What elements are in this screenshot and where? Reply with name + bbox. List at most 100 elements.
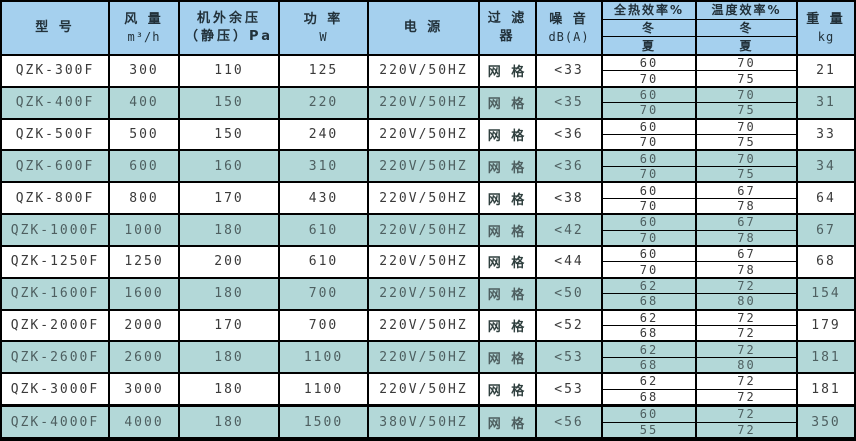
temp-efficiency-cell: 67 78 xyxy=(697,183,798,214)
model-cell: QZK-800F xyxy=(2,183,110,214)
weight-cell: 181 xyxy=(811,381,841,397)
weight-cell: 67 xyxy=(816,222,836,238)
supply-cell: 220V/50HZ xyxy=(369,342,480,373)
noise-cell: <38 xyxy=(537,183,603,214)
filter-cell: 网 格 xyxy=(480,407,537,437)
noise-cell: <36 xyxy=(537,119,603,150)
model-cell: QZK-2600F xyxy=(2,342,110,373)
pressure-cell: 200 xyxy=(180,246,280,277)
header-pressure-title: 机外余压 xyxy=(196,11,261,27)
weight-cell: 31 xyxy=(816,95,836,111)
weight-cell: 181 xyxy=(811,349,841,365)
airflow-cell: 2600 xyxy=(110,342,180,373)
temp-summer-value: 75 xyxy=(737,103,756,118)
temp-summer-value: 72 xyxy=(737,422,756,437)
header-filter: 过 滤 器 xyxy=(480,2,537,54)
supply-cell: 220V/50HZ xyxy=(369,278,480,309)
temp-winter-value: 72 xyxy=(697,342,796,358)
temp-efficiency-cell: 72 72 xyxy=(697,310,798,341)
pressure-cell: 180 xyxy=(180,342,280,373)
airflow-cell: 1250 xyxy=(110,246,180,277)
heat-summer-value: 68 xyxy=(639,294,659,309)
header-pressure: 机外余压 （静压）Pa xyxy=(180,2,280,54)
temp-winter-value: 67 xyxy=(697,247,796,263)
header-filter-line1: 过 滤 xyxy=(487,11,528,27)
temp-winter-value: 70 xyxy=(697,88,796,104)
temp-winter-value: 72 xyxy=(697,374,796,390)
noise-cell: <44 xyxy=(537,246,603,277)
heat-efficiency-cell: 60 70 xyxy=(603,246,697,277)
temp-efficiency-cell: 67 78 xyxy=(697,246,798,277)
filter-cell: 网 格 xyxy=(480,278,537,309)
heat-efficiency-cell: 60 70 xyxy=(603,151,697,182)
filter-cell: 网 格 xyxy=(480,119,537,150)
model-cell: QZK-3000F xyxy=(2,374,110,405)
airflow-cell: 400 xyxy=(110,87,180,118)
supply-cell: 220V/50HZ xyxy=(369,119,480,150)
airflow-cell: 4000 xyxy=(110,407,180,437)
airflow-cell: 300 xyxy=(110,56,180,86)
pressure-cell: 170 xyxy=(180,310,280,341)
heat-efficiency-cell: 60 70 xyxy=(603,56,697,86)
noise-cell: <53 xyxy=(537,374,603,405)
heat-winter-value: 62 xyxy=(603,342,695,358)
heat-efficiency-cell: 62 68 xyxy=(603,342,697,373)
heat-efficiency-cell: 60 70 xyxy=(603,183,697,214)
supply-cell: 380V/50HZ xyxy=(369,407,480,437)
heat-winter-value: 62 xyxy=(603,279,695,295)
heat-efficiency-cell: 60 70 xyxy=(603,87,697,118)
heat-summer-value: 70 xyxy=(639,103,659,118)
heat-summer-value: 68 xyxy=(639,326,659,341)
temp-summer-value: 72 xyxy=(737,326,756,341)
header-heat-efficiency: 全热效率% 冬 夏 xyxy=(603,2,697,54)
supply-cell: 220V/50HZ xyxy=(369,56,480,86)
heat-winter-value: 60 xyxy=(603,215,695,231)
weight-cell: 68 xyxy=(816,254,836,270)
heat-winter-value: 60 xyxy=(603,56,695,72)
supply-cell: 220V/50HZ xyxy=(369,183,480,214)
pressure-cell: 180 xyxy=(180,215,280,245)
pressure-cell: 110 xyxy=(180,56,280,86)
header-noise-unit: dB(A) xyxy=(548,29,590,44)
temp-summer-value: 78 xyxy=(737,230,756,245)
heat-winter-value: 62 xyxy=(603,311,695,327)
heat-winter-value: 60 xyxy=(603,120,695,136)
pressure-cell: 160 xyxy=(180,151,280,182)
weight-cell: 154 xyxy=(811,286,841,302)
table-row: QZK-500F 500 150 240 220V/50HZ 网 格 <36 6… xyxy=(2,117,854,150)
weight-cell: 33 xyxy=(816,127,836,143)
power-cell: 1100 xyxy=(280,374,369,405)
heat-efficiency-cell: 62 68 xyxy=(603,310,697,341)
heat-winter-value: 60 xyxy=(603,151,695,167)
noise-cell: <53 xyxy=(537,342,603,373)
temp-winter-value: 72 xyxy=(697,407,796,423)
heat-summer-value: 70 xyxy=(639,71,659,86)
temp-winter-value: 70 xyxy=(697,56,796,72)
table-row: QZK-800F 800 170 430 220V/50HZ 网 格 <38 6… xyxy=(2,181,854,214)
power-cell: 430 xyxy=(280,183,369,214)
temp-summer-value: 78 xyxy=(737,262,756,277)
header-power: 功 率 W xyxy=(280,2,369,54)
heat-summer-value: 55 xyxy=(639,422,659,437)
power-cell: 1500 xyxy=(280,407,369,437)
temp-summer-value: 80 xyxy=(737,358,756,373)
weight-cell: 179 xyxy=(811,318,841,334)
model-cell: QZK-2000F xyxy=(2,310,110,341)
table-header-row: 型 号 风 量 m³/h 机外余压 （静压）Pa 功 率 W 电 源 过 滤 器… xyxy=(2,2,854,56)
temp-winter-value: 70 xyxy=(697,151,796,167)
header-temp-efficiency: 温度效率% 冬 夏 xyxy=(697,2,798,54)
table-row: QZK-1600F 1600 180 700 220V/50HZ 网 格 <50… xyxy=(2,276,854,309)
table-row: QZK-1000F 1000 180 610 220V/50HZ 网 格 <42… xyxy=(2,213,854,245)
filter-cell: 网 格 xyxy=(480,342,537,373)
temp-summer-value: 75 xyxy=(737,71,756,86)
supply-cell: 220V/50HZ xyxy=(369,215,480,245)
header-power-unit: W xyxy=(319,29,328,44)
supply-cell: 220V/50HZ xyxy=(369,246,480,277)
heat-efficiency-cell: 60 70 xyxy=(603,119,697,150)
temp-efficiency-cell: 70 75 xyxy=(697,119,798,150)
heat-winter-value: 60 xyxy=(603,407,695,423)
table-row: QZK-2600F 2600 180 1100 220V/50HZ 网 格 <5… xyxy=(2,340,854,373)
model-cell: QZK-1600F xyxy=(2,278,110,309)
weight-cell: 21 xyxy=(816,63,836,79)
